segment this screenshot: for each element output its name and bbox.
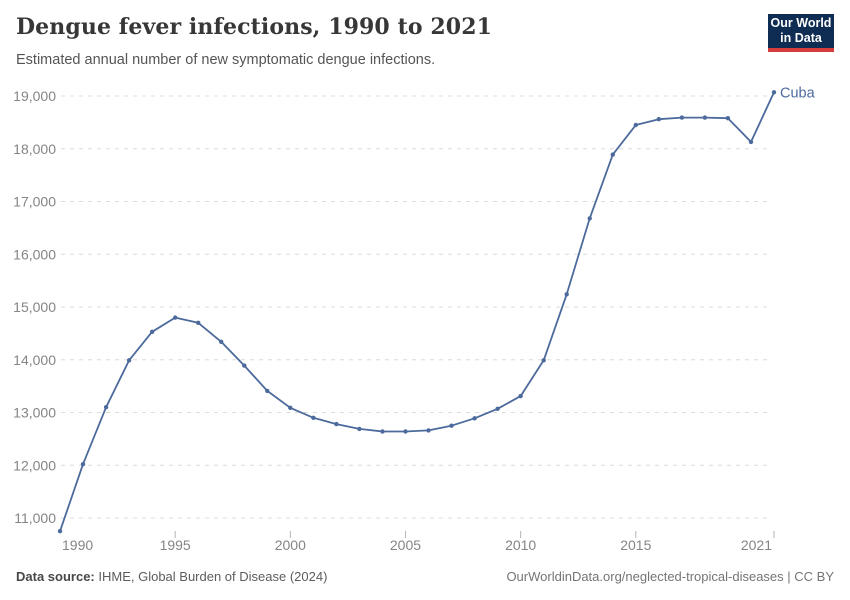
data-point[interactable] <box>126 358 132 363</box>
data-source: Data source: IHME, Global Burden of Dise… <box>16 569 327 584</box>
data-point[interactable] <box>242 363 247 368</box>
y-axis-label: 12,000 <box>13 457 56 473</box>
data-source-label: Data source: <box>16 569 95 584</box>
x-axis-label: 2010 <box>505 537 536 553</box>
y-axis-label: 14,000 <box>13 352 56 368</box>
owid-logo[interactable]: Our World in Data <box>768 14 834 52</box>
x-axis-label: 2021 <box>741 537 772 553</box>
chart-footer: Data source: IHME, Global Burden of Dise… <box>16 569 834 584</box>
page-title: Dengue fever infections, 1990 to 2021 <box>16 14 493 40</box>
data-source-text: IHME, Global Burden of Disease (2024) <box>94 569 328 584</box>
data-point[interactable] <box>196 320 201 325</box>
data-point[interactable] <box>426 428 431 433</box>
data-point[interactable] <box>288 405 293 410</box>
y-axis-label: 18,000 <box>13 141 56 157</box>
owid-logo-line1: Our World <box>770 16 832 30</box>
data-point[interactable] <box>103 405 109 410</box>
data-point[interactable] <box>748 139 754 145</box>
data-point[interactable] <box>265 388 270 394</box>
x-axis-label: 1990 <box>62 537 93 553</box>
data-point[interactable] <box>702 115 708 120</box>
x-axis-label: 2000 <box>275 537 306 553</box>
data-point[interactable] <box>610 152 615 157</box>
x-axis-label: 2015 <box>620 537 651 553</box>
data-point[interactable] <box>219 339 224 344</box>
data-point[interactable] <box>541 358 546 363</box>
data-point[interactable] <box>311 415 316 420</box>
x-axis-label: 2005 <box>390 537 421 553</box>
data-point[interactable] <box>80 462 86 467</box>
data-point[interactable] <box>564 292 569 297</box>
page-subtitle: Estimated annual number of new symptomat… <box>16 52 436 68</box>
data-point[interactable] <box>403 429 408 434</box>
footer-link[interactable]: OurWorldinData.org/neglected-tropical-di… <box>506 569 834 584</box>
series-line <box>59 91 775 533</box>
data-point[interactable] <box>149 329 155 334</box>
y-axis-label: 19,000 <box>13 88 56 104</box>
data-point[interactable] <box>656 117 661 122</box>
data-point[interactable] <box>357 426 362 432</box>
line-chart[interactable]: 11,000 12,000 13,000 14,000 15,000 16,000 17,0… <box>0 0 850 560</box>
data-point[interactable] <box>57 529 63 534</box>
data-point[interactable] <box>334 421 339 427</box>
x-axis-label: 1995 <box>160 537 191 553</box>
data-point[interactable] <box>495 406 500 411</box>
data-point[interactable] <box>173 315 178 320</box>
data-point[interactable] <box>518 393 523 399</box>
y-axis-label: 13,000 <box>13 405 56 421</box>
data-point[interactable] <box>587 216 592 221</box>
owid-logo-line2: in Data <box>780 31 822 45</box>
y-axis-label: 17,000 <box>13 194 56 210</box>
data-point[interactable] <box>679 115 685 120</box>
data-point[interactable] <box>771 90 777 95</box>
data-point[interactable] <box>472 416 477 421</box>
data-point[interactable] <box>449 423 454 428</box>
y-axis-label: 16,000 <box>13 246 56 262</box>
data-point[interactable] <box>633 122 638 128</box>
y-axis-label: 15,000 <box>13 299 56 315</box>
series-end-label[interactable]: Cuba <box>780 85 816 101</box>
data-point[interactable] <box>380 429 385 434</box>
y-axis-label: 11,000 <box>14 510 56 526</box>
data-point[interactable] <box>725 116 731 121</box>
